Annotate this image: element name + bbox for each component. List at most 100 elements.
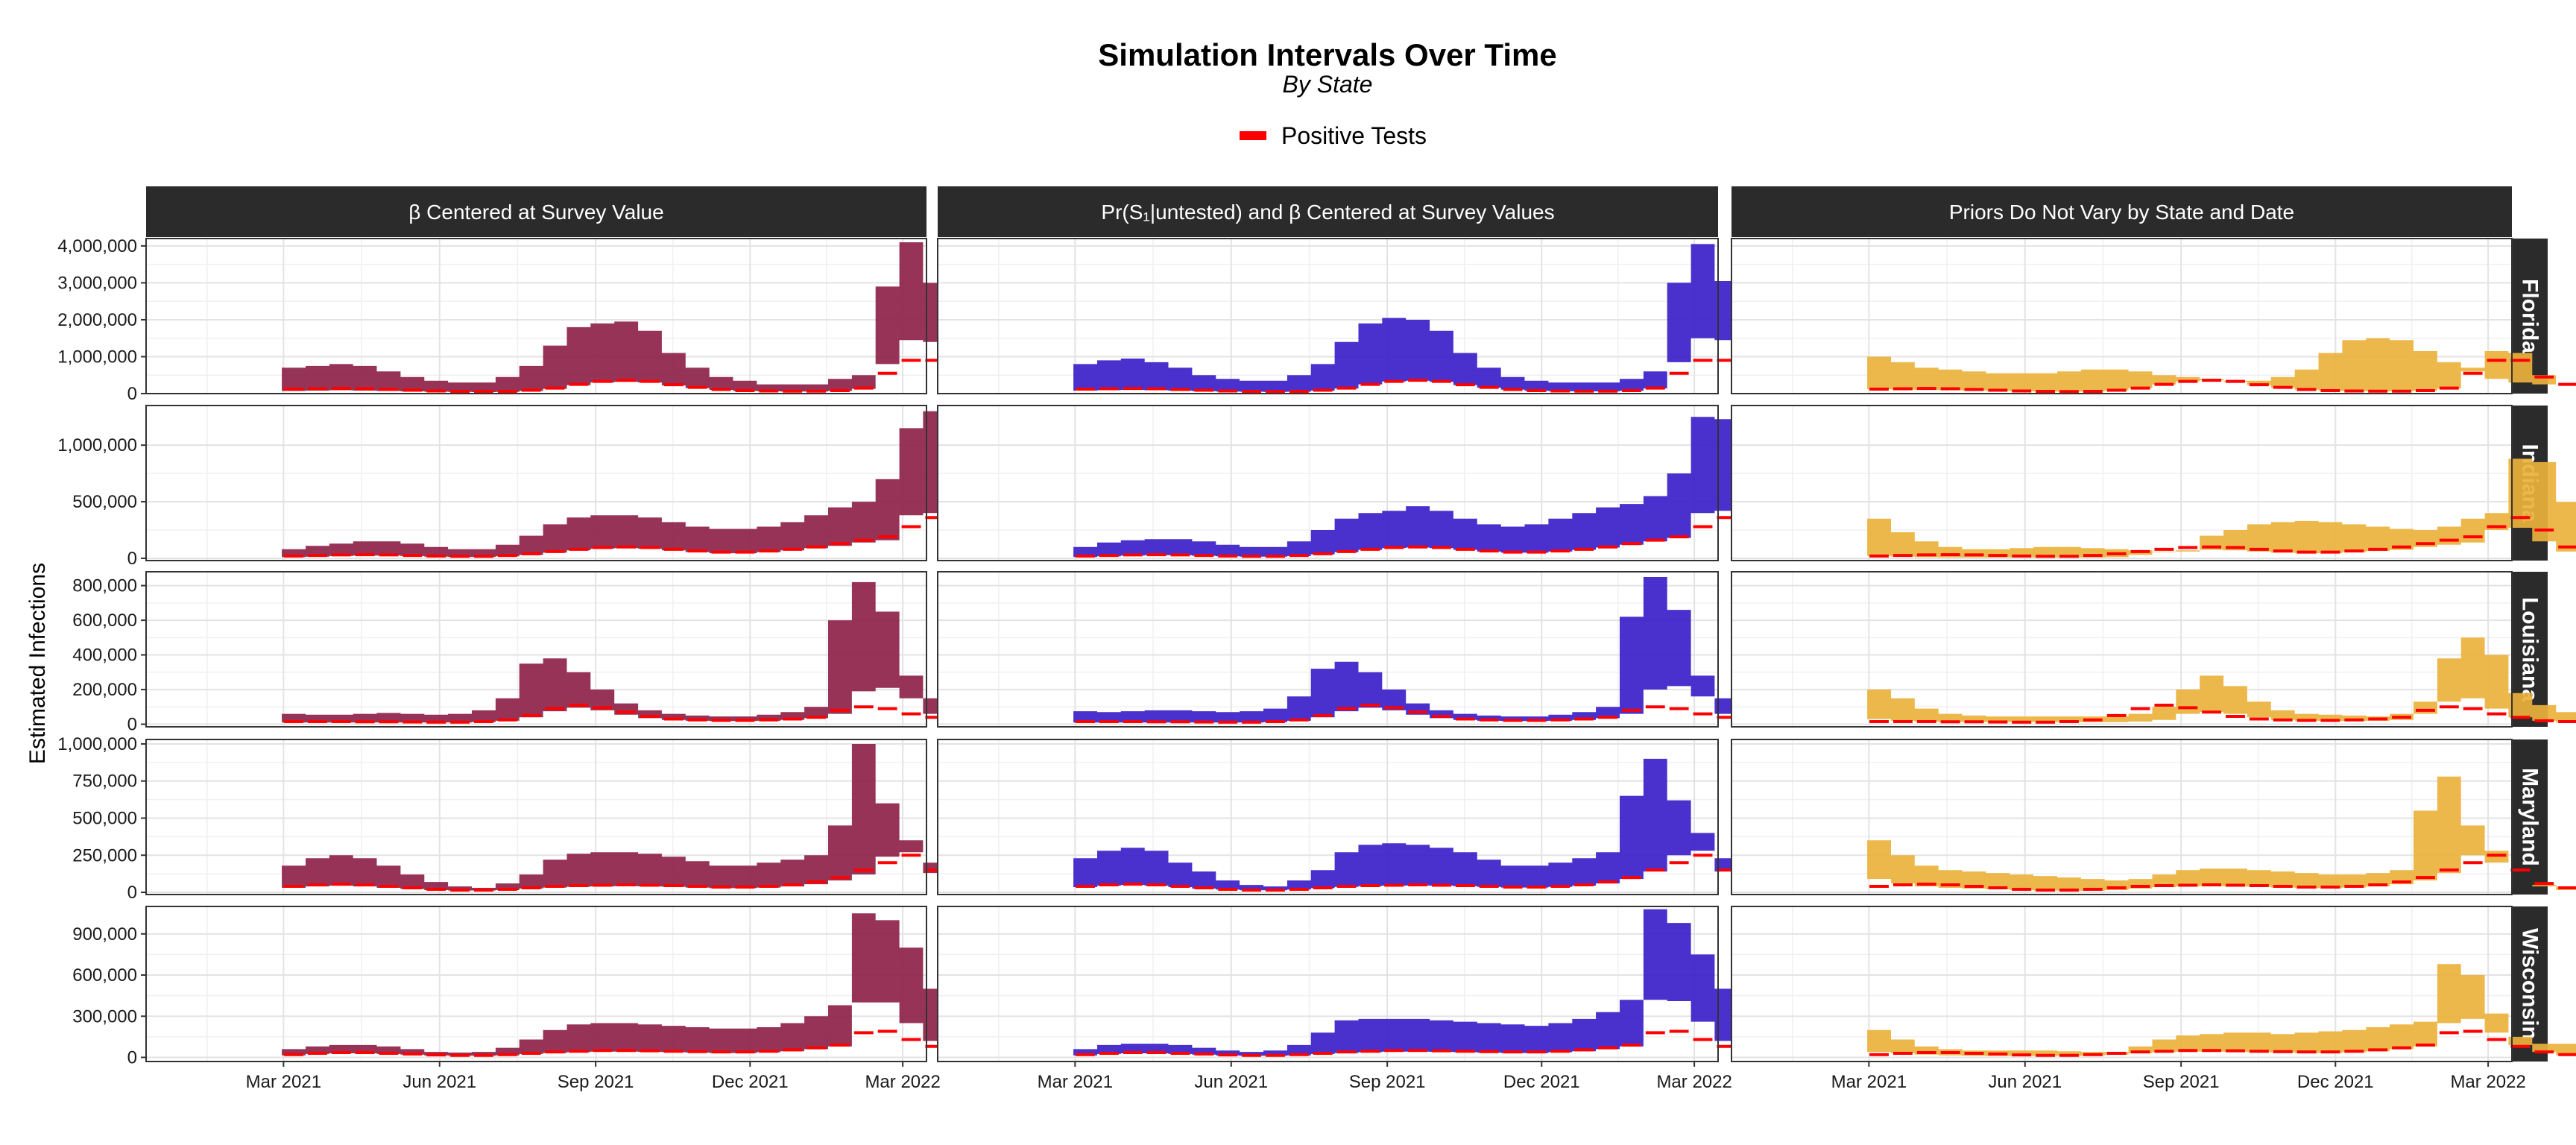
x-tick-label: Sep 2021 [1349, 1072, 1426, 1092]
row-strip-label: Wisconsin [2518, 928, 2542, 1040]
interval-ribbon-c3 [1867, 338, 2576, 392]
panel-wisconsin-c2 [937, 906, 1810, 1062]
x-tick-label: Sep 2021 [2143, 1072, 2220, 1092]
panel-wisconsin-c1 [145, 906, 1018, 1062]
interval-ribbon-c2 [1073, 758, 1810, 891]
y-tick-label: 750,000 [72, 772, 137, 792]
y-tick-label: 0 [127, 715, 137, 735]
chart-subtitle: By State [1283, 71, 1373, 98]
panel-border [1731, 405, 2513, 561]
row-strip-label: Florida [2518, 279, 2542, 353]
column-strip-c1: β Centered at Survey Value [146, 186, 926, 237]
panel-border [937, 571, 1719, 728]
legend-label-positive-tests: Positive Tests [1281, 122, 1427, 149]
facet-grid: β Centered at Survey Value Pr(S₁|untested… [57, 186, 2576, 1092]
interval-ribbon-c1 [282, 411, 1018, 558]
x-tick-label: Mar 2021 [1831, 1072, 1907, 1092]
x-tick-label: Dec 2021 [2297, 1072, 2374, 1092]
x-tick-label: Mar 2022 [1656, 1072, 1731, 1092]
panel-louisiana-c3 [1731, 571, 2576, 728]
interval-ribbon-c2 [1073, 909, 1810, 1056]
interval-ribbon-c1 [282, 242, 1018, 392]
interval-ribbon-c2 [1073, 244, 1810, 392]
x-tick-label: Mar 2022 [865, 1072, 940, 1092]
panel-florida-c3 [1731, 238, 2576, 394]
x-tick-label: Mar 2021 [1038, 1072, 1113, 1092]
y-tick-label: 900,000 [72, 924, 137, 944]
panel-louisiana-c1 [145, 571, 1018, 728]
panel-border [937, 906, 1719, 1062]
x-tick-label: Mar 2022 [2450, 1072, 2525, 1092]
y-tick-label: 0 [127, 1047, 137, 1067]
x-tick-label: Sep 2021 [558, 1072, 634, 1092]
legend: Positive Tests [1240, 122, 1427, 149]
panel-louisiana-c2 [937, 571, 1810, 728]
interval-ribbon-c1 [282, 581, 1018, 723]
row-strip-bg [2512, 906, 2548, 1062]
chart-title: Simulation Intervals Over Time [1098, 37, 1556, 72]
panel-border [145, 739, 927, 895]
interval-ribbon-c3 [1867, 637, 2576, 723]
y-tick-label: 4,000,000 [57, 236, 137, 256]
x-tick-label: Jun 2021 [1988, 1072, 2062, 1092]
y-tick-label: 500,000 [72, 492, 137, 512]
interval-ribbon-c3 [1867, 964, 2576, 1056]
y-tick-label: 3,000,000 [57, 273, 137, 293]
panel-border [1731, 238, 2513, 394]
interval-ribbon-c1 [282, 913, 1018, 1056]
y-tick-label: 500,000 [72, 808, 137, 828]
y-axis-title: Estimated Infections [25, 563, 50, 764]
column-strip-c2: Pr(S₁|untested) and β Centered at Survey… [938, 186, 1718, 237]
panel-border [937, 238, 1719, 394]
panel-border [937, 405, 1719, 561]
panel-florida-c2 [937, 238, 1810, 394]
panel-border [1731, 906, 2513, 1062]
column-strip-bg [938, 186, 1718, 237]
panel-maryland-c1 [145, 739, 1018, 895]
y-tick-label: 0 [127, 384, 137, 404]
panel-wisconsin-c3 [1731, 906, 2576, 1062]
x-tick-label: Jun 2021 [402, 1072, 476, 1092]
y-tick-label: 250,000 [72, 845, 137, 865]
y-tick-label: 800,000 [72, 576, 137, 596]
row-strip-label: Maryland [2518, 768, 2542, 866]
panel-border [145, 405, 927, 561]
x-tick-label: Dec 2021 [1503, 1072, 1580, 1092]
y-tick-label: 600,000 [72, 965, 137, 985]
interval-ribbon-c3 [1867, 458, 2576, 558]
legend-swatch-positive-tests [1240, 131, 1266, 140]
y-tick-label: 400,000 [72, 646, 137, 666]
panel-maryland-c3 [1731, 739, 2576, 895]
panel-border [1731, 571, 2513, 728]
panel-background [1731, 572, 2512, 727]
row-strip-label: Louisiana [2518, 597, 2542, 701]
interval-ribbon-c3 [1867, 776, 2576, 891]
panel-indiana-c2 [937, 405, 1810, 561]
panel-border [145, 906, 927, 1062]
column-strip-label: Pr(S₁|untested) and β Centered at Survey… [1101, 201, 1554, 224]
x-tick-label: Jun 2021 [1194, 1072, 1268, 1092]
row-strip-wisconsin: Wisconsin [2512, 906, 2548, 1062]
y-tick-label: 0 [127, 883, 137, 903]
panel-border [145, 238, 927, 394]
interval-ribbon-c2 [1073, 417, 1810, 558]
interval-ribbon-c2 [1073, 577, 1810, 723]
y-tick-label: 600,000 [72, 611, 137, 631]
y-tick-label: 1,000,000 [57, 347, 137, 367]
column-strip-bg [146, 186, 926, 237]
x-tick-label: Dec 2021 [712, 1072, 789, 1092]
y-tick-label: 200,000 [72, 680, 137, 700]
column-strip-c3: Priors Do Not Vary by State and Date [1731, 186, 2512, 237]
panel-border [1731, 739, 2513, 895]
panel-background [1731, 739, 2512, 895]
panel-indiana-c3 [1731, 405, 2576, 561]
y-tick-label: 0 [127, 549, 137, 569]
y-tick-label: 300,000 [72, 1006, 137, 1026]
panel-border [145, 571, 927, 728]
panel-indiana-c1 [145, 405, 1018, 561]
y-tick-label: 2,000,000 [57, 310, 137, 330]
column-strip-label: β Centered at Survey Value [408, 201, 663, 224]
x-tick-label: Mar 2021 [246, 1072, 321, 1092]
y-tick-label: 1,000,000 [57, 435, 137, 455]
